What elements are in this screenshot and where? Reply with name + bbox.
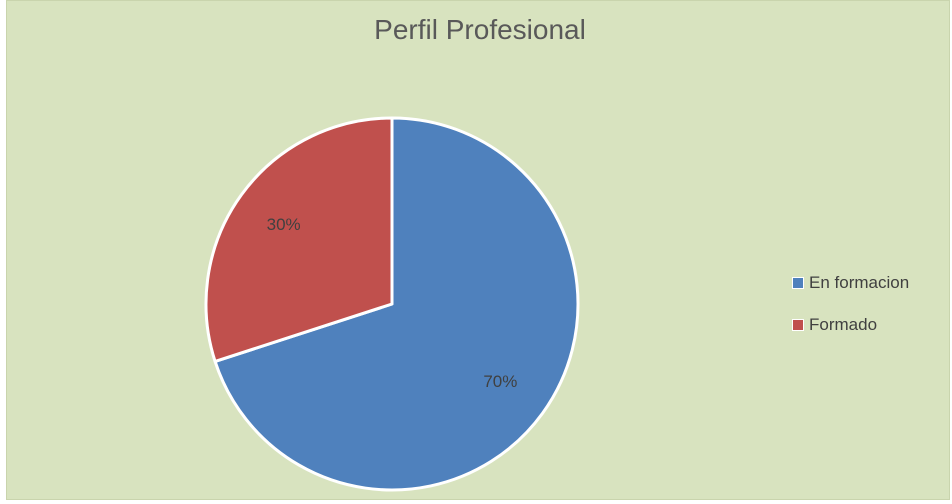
pie-slice-formado bbox=[204, 116, 394, 363]
legend-item-en-formacion: En formacion bbox=[792, 272, 909, 294]
chart-title: Perfil Profesional bbox=[374, 14, 586, 45]
legend-label-formado: Formado bbox=[809, 315, 878, 334]
legend-item-formado: Formado bbox=[792, 314, 909, 336]
legend-swatch-en-formacion bbox=[792, 277, 804, 289]
data-label-formado: 30% bbox=[267, 215, 301, 234]
data-label-en-formacion: 70% bbox=[483, 372, 517, 391]
legend-swatch-formado bbox=[792, 319, 804, 331]
legend: En formacion Formado bbox=[792, 272, 909, 356]
legend-label-en-formacion: En formacion bbox=[809, 273, 910, 292]
pie-slice-en-formacion bbox=[213, 116, 580, 492]
